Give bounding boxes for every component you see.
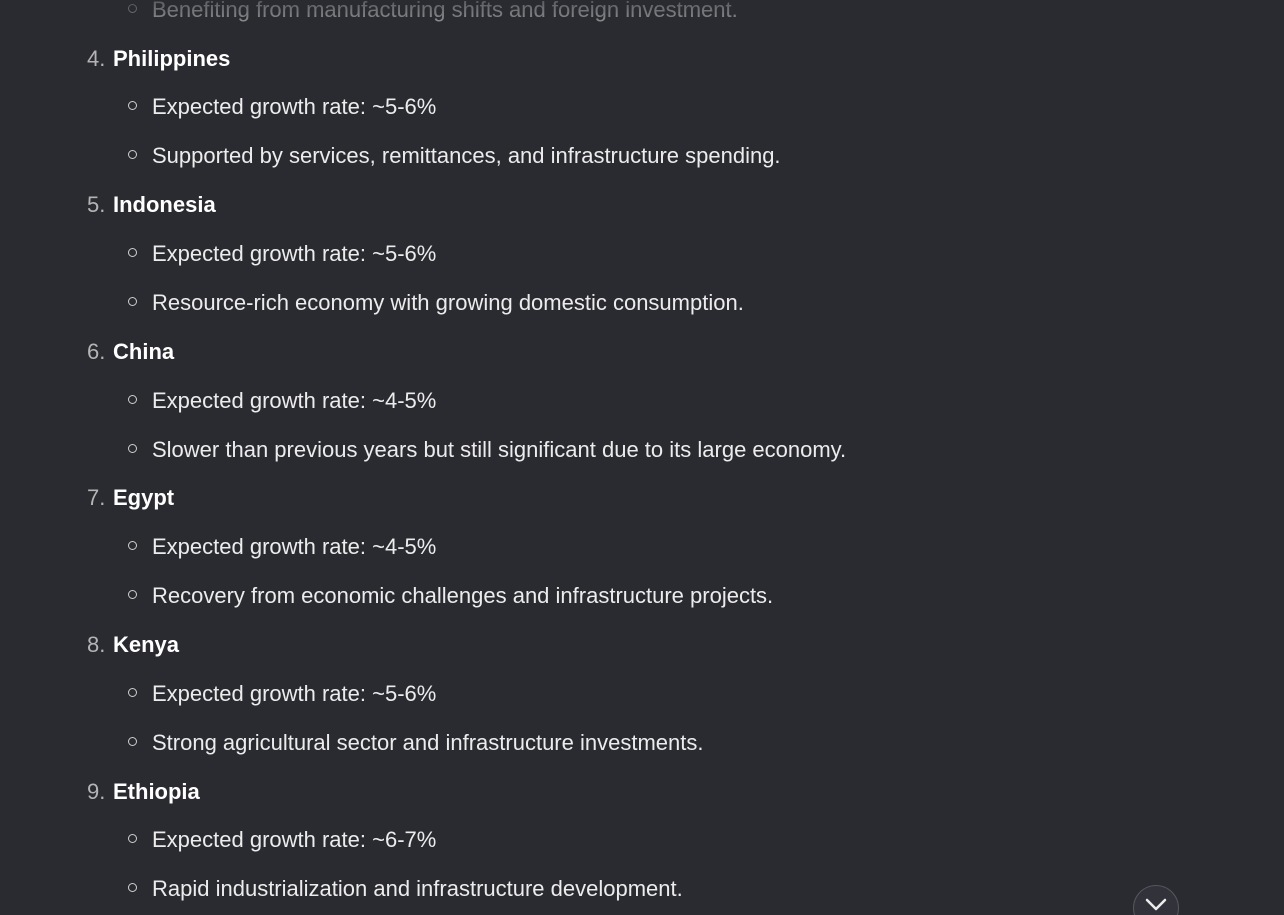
list-item: Rapid industrialization and infrastructu… (128, 871, 683, 907)
bullet-text: Rapid industrialization and infrastructu… (152, 876, 683, 901)
list-item: Expected growth rate: ~6-7% (128, 822, 436, 858)
bullet-text: Expected growth rate: ~5-6% (152, 94, 437, 119)
bullet-circle-icon (128, 589, 137, 599)
list-number: 5. (87, 192, 106, 217)
country-name: Ethiopia (113, 779, 200, 804)
bullet-text: Resource-rich economy with growing domes… (152, 290, 744, 315)
bullet-circle-icon (128, 394, 137, 404)
bullet-text: Expected growth rate: ~4-5% (152, 388, 437, 413)
list-item: Recovery from economic challenges and in… (128, 578, 773, 614)
list-number: 8. (87, 632, 106, 657)
list-item: Expected growth rate: ~5-6% (128, 676, 436, 712)
chevron-down-icon (1145, 898, 1167, 911)
list-number: 6. (87, 339, 106, 364)
country-name: Kenya (113, 632, 180, 657)
bullet-text: Expected growth rate: ~6-7% (152, 827, 437, 852)
list-item: 6. China (87, 334, 174, 370)
list-item: Expected growth rate: ~4-5% (128, 529, 436, 565)
list-number: 4. (87, 46, 106, 71)
bullet-circle-icon (128, 296, 137, 306)
bullet-text: Slower than previous years but still sig… (152, 437, 847, 462)
bullet-text: Benefiting from manufacturing shifts and… (152, 0, 738, 22)
list-item: 4. Philippines (87, 41, 230, 77)
bullet-text: Expected growth rate: ~5-6% (152, 241, 437, 266)
country-name: Philippines (113, 46, 231, 71)
bullet-text: Strong agricultural sector and infrastru… (152, 730, 704, 755)
country-name: Indonesia (113, 192, 216, 217)
bullet-circle-icon (128, 3, 137, 13)
bullet-circle-icon (128, 443, 137, 453)
list-item: 8. Kenya (87, 627, 179, 663)
bullet-circle-icon (128, 736, 137, 746)
list-item: Supported by services, remittances, and … (128, 138, 781, 174)
scroll-to-bottom-button[interactable] (1133, 885, 1179, 915)
bullet-circle-icon (128, 540, 137, 550)
list-item: Slower than previous years but still sig… (128, 432, 846, 468)
bullet-circle-icon (128, 687, 137, 697)
bullet-text: Supported by services, remittances, and … (152, 143, 781, 168)
bullet-text: Expected growth rate: ~5-6% (152, 681, 437, 706)
list-item: Expected growth rate: ~5-6% (128, 236, 436, 272)
bullet-text: Expected growth rate: ~4-5% (152, 534, 437, 559)
list-item: Expected growth rate: ~4-5% (128, 383, 436, 419)
bullet-circle-icon (128, 247, 137, 257)
list-item: Benefiting from manufacturing shifts and… (128, 0, 738, 28)
country-name: Egypt (113, 485, 175, 510)
bullet-circle-icon (128, 833, 137, 843)
list-item: Expected growth rate: ~5-6% (128, 89, 436, 125)
list-item: 5. Indonesia (87, 187, 216, 223)
bullet-circle-icon (128, 100, 137, 110)
bullet-circle-icon (128, 149, 137, 159)
list-number: 9. (87, 779, 106, 804)
list-item: Resource-rich economy with growing domes… (128, 285, 744, 321)
list-number: 7. (87, 485, 106, 510)
list-item: Strong agricultural sector and infrastru… (128, 725, 703, 761)
list-item: 9. Ethiopia (87, 774, 200, 810)
bullet-text: Recovery from economic challenges and in… (152, 583, 774, 608)
bullet-circle-icon (128, 882, 137, 892)
country-name: China (113, 339, 175, 364)
list-item: 7. Egypt (87, 480, 174, 516)
